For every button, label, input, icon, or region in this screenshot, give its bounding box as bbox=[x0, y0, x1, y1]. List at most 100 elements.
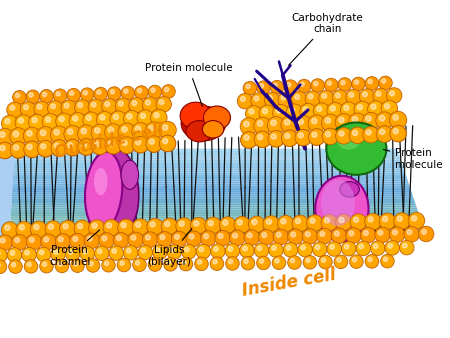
Circle shape bbox=[241, 257, 255, 270]
Circle shape bbox=[393, 128, 398, 134]
Circle shape bbox=[50, 126, 68, 143]
Circle shape bbox=[68, 143, 73, 148]
Circle shape bbox=[142, 97, 158, 113]
Polygon shape bbox=[12, 199, 414, 201]
Polygon shape bbox=[11, 212, 419, 214]
Circle shape bbox=[24, 260, 38, 273]
Circle shape bbox=[146, 136, 162, 152]
Circle shape bbox=[278, 92, 293, 107]
Circle shape bbox=[121, 86, 135, 100]
Ellipse shape bbox=[181, 106, 225, 141]
Circle shape bbox=[102, 259, 115, 272]
Polygon shape bbox=[10, 232, 425, 234]
Circle shape bbox=[336, 128, 352, 144]
Circle shape bbox=[105, 102, 110, 106]
Circle shape bbox=[349, 231, 354, 236]
Circle shape bbox=[215, 231, 230, 246]
Circle shape bbox=[285, 133, 290, 139]
Circle shape bbox=[115, 98, 131, 114]
Circle shape bbox=[341, 102, 357, 118]
Circle shape bbox=[132, 101, 137, 105]
Polygon shape bbox=[14, 153, 399, 155]
Circle shape bbox=[135, 222, 141, 227]
Circle shape bbox=[214, 247, 218, 251]
Circle shape bbox=[104, 261, 109, 266]
Circle shape bbox=[237, 93, 253, 109]
Circle shape bbox=[16, 221, 32, 238]
Circle shape bbox=[240, 243, 254, 258]
Circle shape bbox=[244, 135, 249, 140]
Circle shape bbox=[327, 81, 332, 85]
Circle shape bbox=[186, 231, 202, 246]
Circle shape bbox=[339, 131, 344, 136]
Circle shape bbox=[199, 247, 204, 252]
Circle shape bbox=[112, 249, 117, 253]
Circle shape bbox=[162, 139, 168, 144]
Circle shape bbox=[68, 129, 73, 135]
Circle shape bbox=[182, 244, 196, 259]
Circle shape bbox=[241, 132, 257, 148]
Circle shape bbox=[281, 95, 286, 100]
Circle shape bbox=[327, 242, 342, 256]
Circle shape bbox=[349, 113, 366, 130]
Circle shape bbox=[91, 138, 108, 155]
Circle shape bbox=[83, 91, 87, 95]
Polygon shape bbox=[12, 190, 412, 192]
Circle shape bbox=[15, 93, 20, 98]
Circle shape bbox=[72, 116, 78, 121]
Circle shape bbox=[407, 230, 412, 235]
Circle shape bbox=[357, 105, 363, 110]
Circle shape bbox=[263, 216, 279, 232]
Circle shape bbox=[162, 125, 168, 130]
Circle shape bbox=[54, 143, 59, 149]
Circle shape bbox=[356, 241, 370, 256]
Circle shape bbox=[244, 230, 260, 245]
Circle shape bbox=[290, 259, 295, 263]
Circle shape bbox=[382, 216, 388, 222]
Ellipse shape bbox=[186, 121, 213, 142]
Ellipse shape bbox=[94, 168, 108, 195]
Circle shape bbox=[298, 119, 303, 124]
Circle shape bbox=[292, 91, 307, 107]
Circle shape bbox=[120, 261, 124, 265]
Circle shape bbox=[278, 215, 294, 232]
Polygon shape bbox=[11, 214, 419, 216]
Circle shape bbox=[132, 219, 148, 235]
Circle shape bbox=[275, 259, 279, 263]
Circle shape bbox=[335, 114, 352, 131]
Circle shape bbox=[285, 133, 290, 139]
Circle shape bbox=[0, 248, 7, 263]
Circle shape bbox=[244, 259, 248, 263]
Circle shape bbox=[137, 89, 142, 93]
Polygon shape bbox=[0, 149, 14, 257]
Circle shape bbox=[284, 243, 298, 257]
Circle shape bbox=[151, 110, 167, 126]
Circle shape bbox=[67, 89, 81, 102]
Circle shape bbox=[281, 130, 298, 146]
Circle shape bbox=[342, 241, 356, 256]
Circle shape bbox=[240, 118, 258, 135]
Circle shape bbox=[254, 131, 271, 148]
Text: Protein molecule: Protein molecule bbox=[145, 63, 233, 106]
Circle shape bbox=[176, 218, 192, 234]
Text: Protein
molecule: Protein molecule bbox=[383, 148, 443, 170]
Circle shape bbox=[122, 140, 127, 145]
Circle shape bbox=[86, 259, 100, 272]
Circle shape bbox=[359, 244, 364, 249]
Circle shape bbox=[257, 135, 263, 140]
Circle shape bbox=[332, 90, 348, 105]
Circle shape bbox=[376, 112, 393, 129]
Circle shape bbox=[102, 236, 107, 241]
Circle shape bbox=[83, 112, 99, 128]
Circle shape bbox=[59, 116, 64, 122]
Circle shape bbox=[170, 248, 175, 252]
Circle shape bbox=[324, 218, 330, 223]
Circle shape bbox=[142, 232, 158, 247]
Circle shape bbox=[137, 110, 153, 126]
Circle shape bbox=[364, 231, 369, 236]
Circle shape bbox=[271, 120, 276, 126]
Circle shape bbox=[147, 218, 163, 235]
Circle shape bbox=[40, 130, 46, 136]
Circle shape bbox=[133, 258, 146, 271]
Circle shape bbox=[381, 100, 398, 117]
